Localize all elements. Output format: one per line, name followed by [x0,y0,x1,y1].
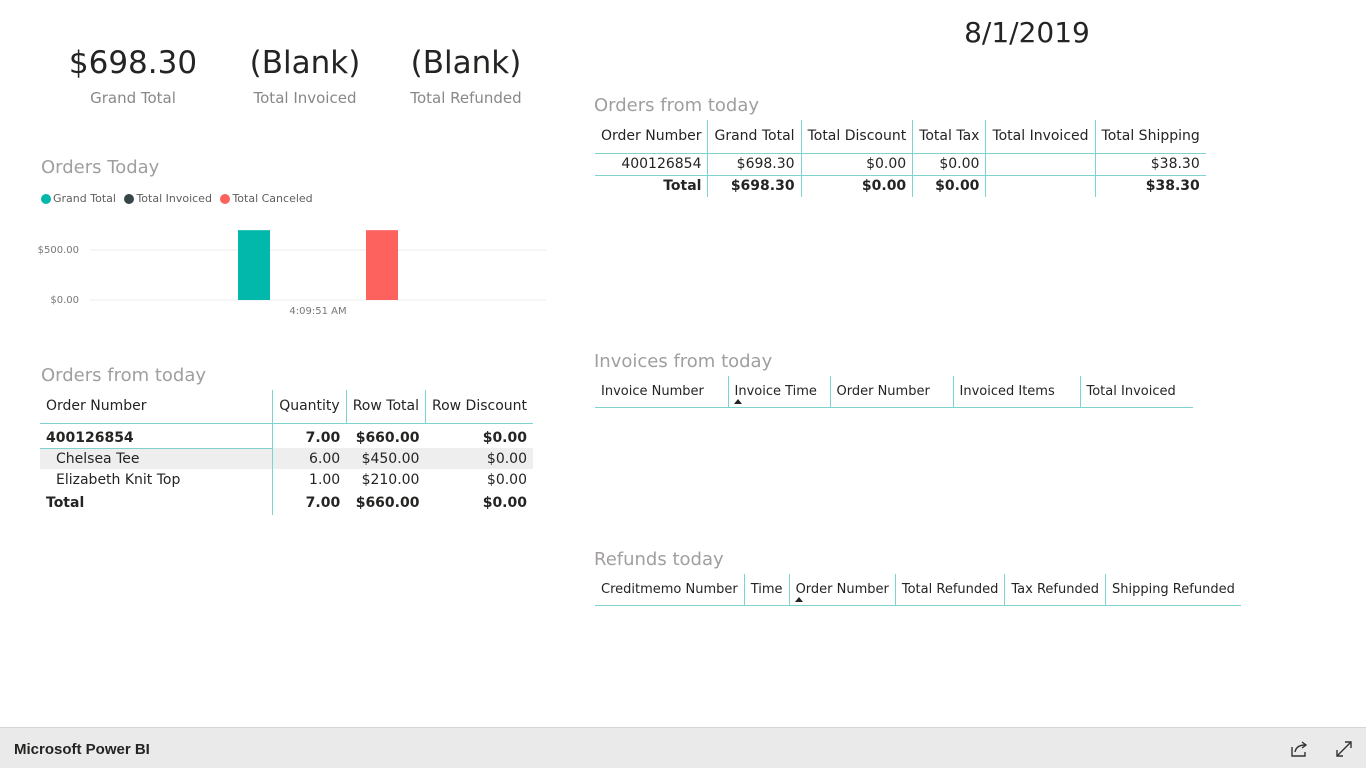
col-invoiced-items[interactable]: Invoiced Items [952,376,1080,408]
orders-right-table: Order Number Grand Total Total Discount … [595,120,1206,197]
legend-item-grand-total[interactable]: Grand Total [41,192,116,205]
col-order-number[interactable]: Order Number [788,574,896,606]
tax-cell: $0.00 [912,153,986,175]
col-order-number-label: Order Number [795,581,889,597]
legend-item-total-invoiced[interactable]: Total Invoiced [124,192,212,205]
orders-today-chart: $500.00 $0.00 4:09:51 AM [38,230,546,317]
refunds-table: Creditmemo Number Time Order Number Tota… [595,574,1241,606]
order-number-cell: 400126854 [46,429,134,446]
col-order-number[interactable]: Order Number [829,376,953,408]
row-total-cell: $450.00 [361,450,420,467]
item-name-cell: Elizabeth Knit Top [56,471,181,488]
total-quantity: 7.00 [272,490,347,515]
col-total-invoiced[interactable]: Total Invoiced [985,120,1096,154]
row-total-cell: $210.00 [361,471,420,488]
legend-dot-icon [220,193,231,204]
y-tick-label: $0.00 [50,295,79,306]
sort-ascending-icon [733,399,742,404]
total-row: Total $698.30 $0.00 $0.00 $38.30 [595,175,1206,197]
col-invoice-time-label: Invoice Time [734,383,817,399]
row-discount-cell: $0.00 [482,429,527,446]
sort-ascending-icon [794,597,803,602]
orders-left-title: Orders from today [41,365,207,386]
invoices-table: Invoice Number Invoice Time Order Number… [595,376,1193,408]
legend-label: Total Canceled [232,192,313,205]
table-row[interactable]: Chelsea Tee 6.00 $450.00 $0.00 [40,447,533,469]
quantity-cell: 6.00 [272,448,347,469]
col-invoice-time[interactable]: Invoice Time [727,376,830,408]
col-shipping-refunded[interactable]: Shipping Refunded [1104,574,1241,606]
invoiced-cell [985,153,1096,175]
quantity-cell: 7.00 [272,423,347,448]
row-total-cell: $660.00 [355,429,420,446]
legend-label: Total Invoiced [136,192,212,205]
expand-icon[interactable] [1334,739,1354,759]
total-row: Total 7.00 $660.00 $0.00 [40,490,533,515]
discount-cell: $0.00 [800,153,913,175]
col-row-total[interactable]: Row Total [345,390,426,424]
total-row-discount: $0.00 [482,494,527,511]
col-total-shipping[interactable]: Total Shipping [1094,120,1206,154]
col-row-discount[interactable]: Row Discount [424,390,533,424]
total-refunded-label: Total Refunded [410,89,522,107]
col-total-tax[interactable]: Total Tax [912,120,986,154]
total-label: Total [663,178,702,195]
legend-dot-icon [124,193,135,204]
total-invoiced-label: Total Invoiced [253,89,357,107]
total-row-total: $660.00 [355,494,420,511]
total-invoiced [985,175,1096,197]
col-grand-total[interactable]: Grand Total [707,120,802,154]
y-tick-label: $500.00 [38,245,79,256]
row-discount-cell: $0.00 [486,450,527,467]
legend-label: Grand Total [53,192,116,205]
refunds-title: Refunds today [594,549,724,570]
row-discount-cell: $0.00 [486,471,527,488]
grand-total-label: Grand Total [90,89,176,107]
col-quantity[interactable]: Quantity [272,390,347,424]
orders-left-table: Order Number Quantity Row Total Row Disc… [40,390,533,515]
col-total-discount[interactable]: Total Discount [800,120,913,154]
legend-dot-icon [41,193,51,204]
orders-today-title: Orders Today [41,157,160,178]
table-row[interactable]: Elizabeth Knit Top 1.00 $210.00 $0.00 [40,469,533,490]
share-icon[interactable] [1289,739,1309,759]
total-invoiced-value: (Blank) [249,45,361,81]
grand-total-value: $698.30 [68,45,198,81]
col-time[interactable]: Time [743,574,790,606]
total-label: Total [46,494,85,511]
col-order-number[interactable]: Order Number [595,120,708,154]
legend-item-total-canceled[interactable]: Total Canceled [220,192,313,205]
bar-total-canceled[interactable] [366,230,398,300]
table-row[interactable]: 400126854 7.00 $660.00 $0.00 [40,423,533,448]
col-creditmemo-number[interactable]: Creditmemo Number [595,574,745,606]
orders-right-title: Orders from today [594,95,760,116]
total-shipping: $38.30 [1094,175,1206,197]
invoices-title: Invoices from today [594,351,773,372]
chart-legend: Grand Total Total Invoiced Total Cancele… [41,192,318,207]
col-invoice-number[interactable]: Invoice Number [595,376,728,408]
bar-grand-total[interactable] [238,230,270,300]
order-number-cell: 400126854 [621,156,702,172]
total-tax: $0.00 [912,175,986,197]
table-row[interactable]: 400126854 $698.30 $0.00 $0.00 $38.30 [595,153,1206,175]
total-refunded-value: (Blank) [410,45,522,81]
col-total-invoiced[interactable]: Total Invoiced [1079,376,1193,408]
item-name-cell: Chelsea Tee [40,447,273,469]
shipping-cell: $38.30 [1094,153,1206,175]
footer-bar: Microsoft Power BI [0,727,1366,768]
report-date: 8/1/2019 [964,16,1090,49]
col-total-refunded[interactable]: Total Refunded [894,574,1005,606]
col-tax-refunded[interactable]: Tax Refunded [1004,574,1106,606]
quantity-cell: 1.00 [272,469,347,490]
total-grand-total: $698.30 [707,175,802,197]
total-discount: $0.00 [800,175,913,197]
brand-label[interactable]: Microsoft Power BI [14,741,150,758]
x-tick-label: 4:09:51 AM [289,306,346,317]
col-order-number[interactable]: Order Number [40,390,273,424]
grand-total-cell: $698.30 [707,153,802,175]
